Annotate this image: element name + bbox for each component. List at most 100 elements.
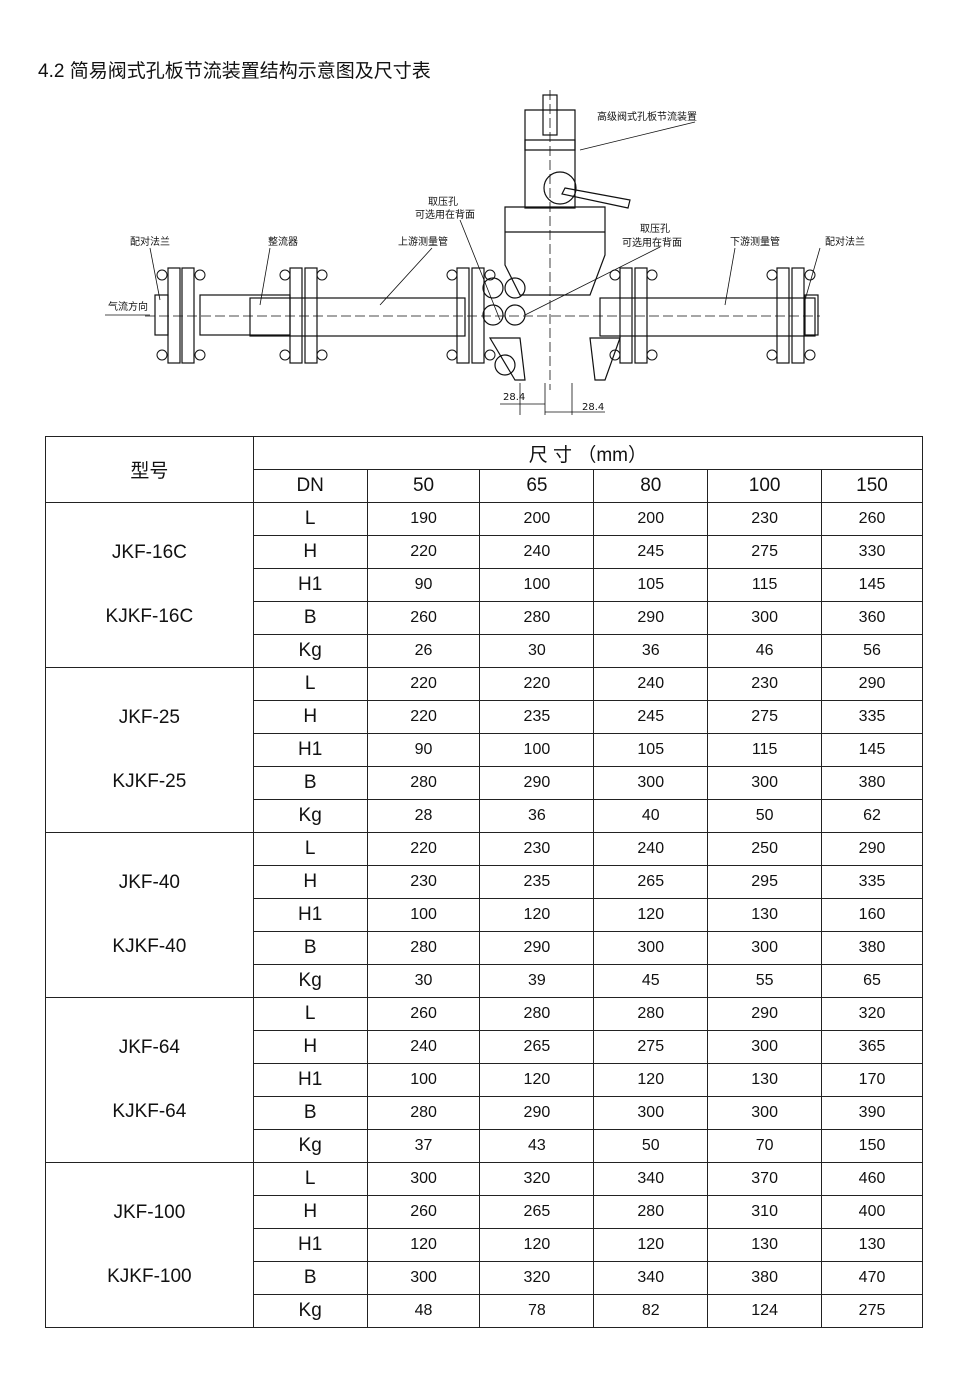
model-name: KJKF-64 <box>112 1101 187 1122</box>
value-cell: 290 <box>707 997 823 1031</box>
param-label: H1 <box>252 733 368 767</box>
value-cell: 48 <box>366 1294 481 1328</box>
value-cell: 300 <box>707 766 823 800</box>
value-cell: 280 <box>479 997 595 1031</box>
value-cell: 360 <box>821 601 923 635</box>
value-cell: 120 <box>593 1228 709 1262</box>
value-cell: 130 <box>707 1228 823 1262</box>
value-cell: 290 <box>479 1096 595 1130</box>
orifice-device-diagram: 高级阀式孔板节流装置 取压孔 可选用在背面 取压孔 可选用在背面 配对法兰 整流… <box>105 90 865 415</box>
label-dim-2: 28.4 <box>582 402 604 413</box>
value-cell: 37 <box>366 1129 481 1163</box>
value-cell: 290 <box>479 931 595 965</box>
value-cell: 55 <box>707 964 823 998</box>
value-cell: 265 <box>479 1030 595 1064</box>
value-cell: 124 <box>707 1294 823 1328</box>
value-cell: 240 <box>593 832 709 866</box>
model-name: KJKF-25 <box>112 771 187 792</box>
value-cell: 235 <box>479 865 595 899</box>
param-label: H1 <box>252 568 368 602</box>
value-cell: 320 <box>821 997 923 1031</box>
value-cell: 130 <box>821 1228 923 1262</box>
value-cell: 30 <box>366 964 481 998</box>
param-label: B <box>252 931 368 965</box>
label-flow-direction: 气流方向 <box>108 300 148 313</box>
model-cell: JKF-64 KJKF-64 <box>45 997 254 1163</box>
value-cell: 290 <box>821 667 923 701</box>
value-cell: 280 <box>366 931 481 965</box>
param-label: B <box>252 1261 368 1295</box>
value-cell: 290 <box>593 601 709 635</box>
table-row: JKF-100 KJKF-100 L 300 320 340 370 460 <box>45 1162 923 1328</box>
label-upstream: 上游测量管 <box>398 235 448 248</box>
label-device: 高级阀式孔板节流装置 <box>597 110 697 123</box>
value-cell: 300 <box>707 601 823 635</box>
table-row: Kg 48 78 82 124 275 <box>46 1294 923 1328</box>
flange-3 <box>456 267 485 364</box>
value-cell: 120 <box>479 1228 595 1262</box>
value-cell: 290 <box>821 832 923 866</box>
table-row: H 220 240 245 275 330 <box>46 535 923 569</box>
value-cell: 240 <box>593 667 709 701</box>
value-cell: 36 <box>479 799 595 833</box>
value-cell: 335 <box>821 865 923 899</box>
value-cell: 170 <box>821 1063 923 1097</box>
value-cell: 470 <box>821 1261 923 1295</box>
table-row: Kg 26 30 36 46 56 <box>46 634 923 668</box>
param-label: H1 <box>252 1228 368 1262</box>
value-cell: 45 <box>593 964 709 998</box>
value-cell: 400 <box>821 1195 923 1229</box>
value-cell: 120 <box>479 898 595 932</box>
value-cell: 200 <box>593 502 709 536</box>
value-cell: 390 <box>821 1096 923 1130</box>
value-cell: 46 <box>707 634 823 668</box>
flange-left <box>154 267 195 364</box>
model-name: JKF-100 <box>113 1202 186 1223</box>
value-cell: 230 <box>366 865 481 899</box>
value-cell: 380 <box>707 1261 823 1295</box>
table-row: H1 90 100 105 115 145 <box>46 568 923 602</box>
value-cell: 370 <box>707 1162 823 1196</box>
value-cell: 260 <box>366 1195 481 1229</box>
value-cell: 300 <box>707 1096 823 1130</box>
param-label: L <box>252 1162 368 1196</box>
value-cell: 310 <box>707 1195 823 1229</box>
value-cell: 220 <box>366 667 481 701</box>
param-label: B <box>252 766 368 800</box>
value-cell: 340 <box>593 1261 709 1295</box>
label-downstream: 下游测量管 <box>730 235 780 248</box>
param-label: Kg <box>252 964 368 998</box>
param-label: L <box>252 667 368 701</box>
value-cell: 39 <box>479 964 595 998</box>
value-cell: 265 <box>593 865 709 899</box>
param-label: Kg <box>252 634 368 668</box>
value-cell: 150 <box>821 1129 923 1163</box>
label-dim-1: 28.4 <box>503 392 525 403</box>
value-cell: 280 <box>366 766 481 800</box>
value-cell: 275 <box>593 1030 709 1064</box>
value-cell: 43 <box>479 1129 595 1163</box>
param-label: B <box>252 601 368 635</box>
value-cell: 250 <box>707 832 823 866</box>
value-cell: 300 <box>593 766 709 800</box>
model-name: JKF-64 <box>118 1037 180 1058</box>
model-name: JKF-16C <box>111 542 187 563</box>
table-row: B 300 320 340 380 470 <box>46 1261 923 1295</box>
value-cell: 230 <box>707 502 823 536</box>
value-cell: 300 <box>366 1162 481 1196</box>
value-cell: 235 <box>479 700 595 734</box>
value-cell: 275 <box>821 1294 923 1328</box>
param-label: H1 <box>252 898 368 932</box>
dn-value: 65 <box>479 469 595 503</box>
model-name: KJKF-40 <box>112 936 187 957</box>
value-cell: 130 <box>707 1063 823 1097</box>
table-row: H 240 265 275 300 365 <box>46 1030 923 1064</box>
param-label: H1 <box>252 1063 368 1097</box>
value-cell: 120 <box>479 1063 595 1097</box>
param-label: L <box>252 502 368 536</box>
value-cell: 115 <box>707 568 823 602</box>
value-cell: 300 <box>593 1096 709 1130</box>
value-cell: 280 <box>593 1195 709 1229</box>
value-cell: 50 <box>707 799 823 833</box>
table-row: JKF-16C KJKF-16C L 190 200 200 230 260 <box>45 502 923 668</box>
